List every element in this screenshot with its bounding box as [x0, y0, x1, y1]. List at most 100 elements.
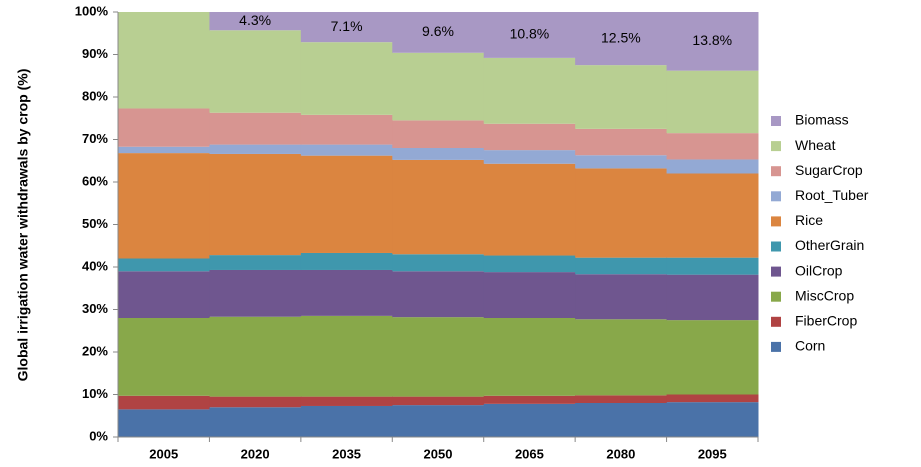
legend-label: SugarCrop: [795, 162, 863, 178]
legend-label: Biomass: [795, 112, 849, 128]
bar-segment: [575, 257, 668, 275]
bar-segment: [575, 65, 668, 129]
x-tick-label: 2035: [332, 446, 361, 461]
bar-segment: [300, 155, 393, 253]
bar-segment: [483, 57, 576, 124]
bar-segment: [118, 271, 210, 318]
bar-segment: [300, 144, 393, 156]
y-tick-label: 90%: [82, 46, 108, 61]
bar-segment: [575, 274, 668, 320]
y-tick-label: 50%: [82, 216, 108, 231]
legend-label: Corn: [795, 338, 825, 354]
bar-segment: [575, 403, 668, 437]
bar-segment: [483, 255, 576, 273]
x-tick-label: 2095: [698, 446, 727, 461]
legend-label: Root_Tuber: [795, 187, 869, 203]
bar-segment: [483, 12, 576, 58]
bar-segment: [483, 150, 576, 164]
data-label: 9.6%: [422, 23, 454, 39]
y-tick-label: 10%: [82, 386, 108, 401]
y-tick-label: 60%: [82, 173, 108, 188]
bar-segment: [666, 320, 759, 395]
legend-swatch: [771, 166, 781, 177]
data-label: 7.1%: [331, 18, 363, 34]
bar-segment: [483, 163, 576, 256]
bar-segment: [392, 271, 485, 318]
bar-segment: [118, 395, 210, 410]
legend-label: Rice: [795, 212, 823, 228]
bar-segment: [666, 70, 759, 134]
legend-swatch: [771, 191, 781, 202]
x-tick-label: 2050: [424, 446, 453, 461]
bar-segment: [209, 144, 302, 154]
bar-segment: [392, 120, 485, 148]
bar-segment: [666, 12, 759, 71]
legend-label: Wheat: [795, 137, 836, 153]
legend-swatch: [771, 341, 781, 352]
bar-segment: [483, 123, 576, 151]
bar-segment: [118, 146, 210, 154]
bar-segment: [209, 255, 302, 270]
bar-segment: [300, 405, 393, 437]
y-tick-label: 80%: [82, 88, 108, 103]
bar-segment: [118, 12, 210, 109]
bar-segment: [209, 407, 302, 437]
bar-segment: [392, 148, 485, 160]
bar-segment: [392, 159, 485, 255]
data-label: 13.8%: [692, 32, 732, 48]
y-tick-label: 40%: [82, 258, 108, 273]
bar-segment: [575, 168, 668, 258]
data-label: 10.8%: [510, 26, 550, 42]
bar-segment: [575, 128, 668, 156]
bar-segment: [300, 269, 393, 316]
legend-label: OtherGrain: [795, 237, 864, 253]
bar-segment: [392, 405, 485, 437]
y-tick-label: 20%: [82, 343, 108, 358]
bar-segment: [209, 12, 302, 31]
bar-segment: [209, 112, 302, 145]
bar-segment: [575, 319, 668, 396]
bar-segment: [392, 396, 485, 406]
x-tick-label: 2080: [606, 446, 635, 461]
bar-segment: [392, 317, 485, 397]
bar-segment: [666, 173, 759, 258]
bar-segment: [209, 30, 302, 113]
bar-segment: [118, 258, 210, 272]
bar-segment: [483, 403, 576, 437]
legend-swatch: [771, 291, 781, 302]
legend-swatch: [771, 266, 781, 277]
bar-segment: [300, 12, 393, 43]
bar-segment: [666, 402, 759, 437]
legend-label: MiscCrop: [795, 287, 854, 303]
bar-segment: [666, 257, 759, 275]
legend-swatch: [771, 216, 781, 227]
bar-segment: [392, 12, 485, 53]
bar-segment: [483, 395, 576, 404]
y-tick-label: 70%: [82, 131, 108, 146]
legend-swatch: [771, 241, 781, 252]
bar-segment: [300, 42, 393, 115]
bar-segment: [483, 272, 576, 318]
bar-segment: [575, 12, 668, 66]
bar-segment: [392, 52, 485, 121]
bar-segment: [118, 153, 210, 259]
bar-segment: [209, 316, 302, 397]
bar-segment: [483, 318, 576, 396]
y-axis-label: Global irrigation water withdrawals by c…: [15, 69, 31, 382]
legend-label: OilCrop: [795, 262, 843, 278]
y-tick-label: 30%: [82, 301, 108, 316]
legend-swatch: [771, 141, 781, 152]
bar-segment: [209, 269, 302, 317]
legend-swatch: [771, 316, 781, 327]
y-tick-label: 0%: [89, 428, 108, 443]
bar-segment: [666, 274, 759, 321]
bar-segment: [666, 133, 759, 160]
y-tick-label: 100%: [75, 3, 109, 18]
x-tick-label: 2005: [149, 446, 178, 461]
data-label: 12.5%: [601, 29, 641, 45]
bar-segment: [118, 108, 210, 147]
bar-segment: [666, 159, 759, 174]
bar-segment: [118, 318, 210, 396]
data-label: 4.3%: [239, 12, 271, 28]
